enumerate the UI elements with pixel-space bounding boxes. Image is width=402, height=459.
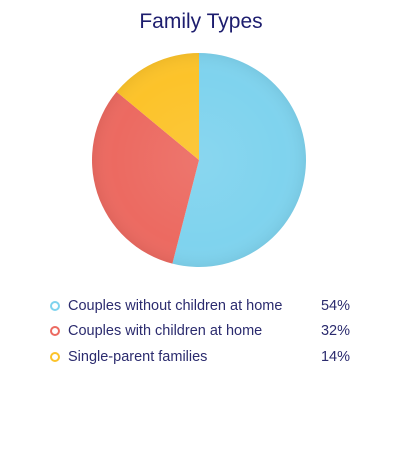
chart-title: Family Types [139,10,263,33]
legend-label: Single-parent families [68,348,208,365]
legend-value: 54% [320,297,350,314]
legend-marker-icon [50,326,60,337]
legend-item[interactable]: Single-parent families 14% [50,344,350,370]
legend: Couples without children at home 54% Cou… [50,293,350,370]
legend-value: 32% [320,323,350,340]
legend-label: Couples without children at home [68,297,283,314]
legend-marker-icon [50,351,60,362]
legend-value: 14% [320,348,350,365]
legend-item[interactable]: Couples without children at home 54% [50,293,350,319]
legend-item[interactable]: Couples with children at home 32% [50,319,350,345]
legend-marker-icon [50,300,60,311]
legend-label: Couples with children at home [68,323,263,340]
